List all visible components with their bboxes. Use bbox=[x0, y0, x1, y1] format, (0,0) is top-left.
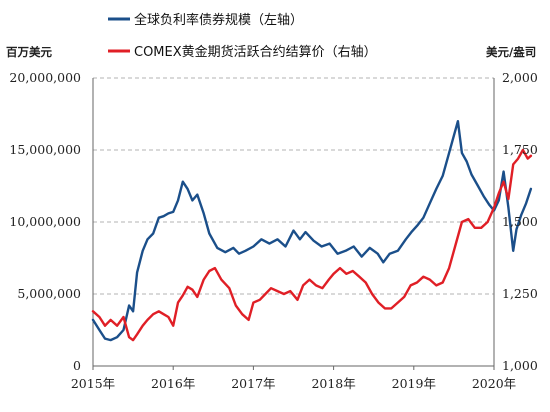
legend-label-gold: COMEX黄金期货活跃合约结算价（右轴） bbox=[134, 44, 377, 60]
series-line-bond bbox=[91, 119, 533, 342]
series-line-gold bbox=[91, 148, 533, 342]
x-tick-label: 2016年 bbox=[151, 376, 195, 391]
left-tick-label: 20,000,000 bbox=[9, 70, 81, 85]
left-tick-label: 15,000,000 bbox=[9, 142, 81, 157]
x-tick-label: 2019年 bbox=[392, 376, 436, 391]
right-tick-label: 1,500 bbox=[502, 214, 538, 229]
legend: 全球负利率债券规模（左轴） COMEX黄金期货活跃合约结算价（右轴） bbox=[108, 12, 377, 60]
legend-label-bond: 全球负利率债券规模（左轴） bbox=[134, 12, 303, 28]
left-tick-label: 10,000,000 bbox=[9, 214, 81, 229]
left-tick-label: 0 bbox=[73, 358, 81, 373]
right-tick-label: 1,250 bbox=[502, 286, 538, 301]
x-tick-label: 2018年 bbox=[311, 376, 355, 391]
x-tick-label: 2015年 bbox=[71, 376, 115, 391]
x-tick-label: 2020年 bbox=[472, 376, 516, 391]
x-tick-label: 2017年 bbox=[231, 376, 275, 391]
left-tick-label: 5,000,000 bbox=[17, 286, 81, 301]
series bbox=[91, 119, 533, 342]
axes bbox=[92, 78, 495, 370]
gridlines bbox=[93, 77, 494, 295]
right-axis-unit: 美元/盎司 bbox=[486, 45, 536, 59]
right-tick-label: 1,750 bbox=[502, 142, 538, 157]
right-tick-label: 2,000 bbox=[502, 70, 538, 85]
tick-labels: 0 5,000,000 10,000,000 15,000,000 20,000,000… bbox=[9, 70, 537, 391]
left-axis-unit: 百万美元 bbox=[6, 45, 52, 59]
right-tick-label: 1,000 bbox=[502, 358, 538, 373]
